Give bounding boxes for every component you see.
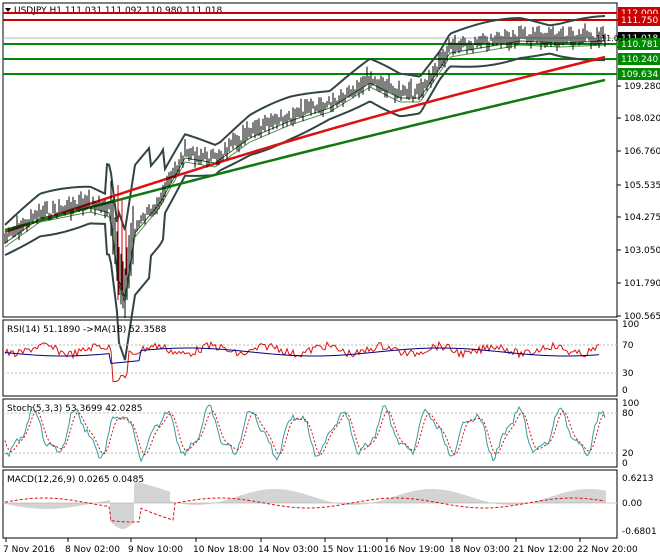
stoch-k-line bbox=[4, 404, 606, 463]
bollinger-upper bbox=[4, 15, 606, 231]
stoch-series bbox=[4, 404, 606, 463]
time-tick-label: 15 Nov 11:00 bbox=[322, 545, 383, 555]
price-series bbox=[4, 15, 606, 361]
time-tick-label: 14 Nov 03:00 bbox=[258, 545, 319, 555]
main-panel[interactable] bbox=[2, 2, 618, 318]
price-tick-label: 104.275 bbox=[624, 213, 660, 223]
time-tick-label: 22 Nov 20:00 bbox=[577, 545, 638, 555]
price-tick-label: 109.280 bbox=[624, 82, 660, 92]
macd-tick-low: -0.6801 bbox=[622, 527, 657, 537]
price-tick-label: 101.790 bbox=[624, 279, 660, 289]
macd-tick-zero: 0.00 bbox=[622, 499, 642, 509]
rsi-ma-line bbox=[4, 347, 600, 364]
price-label-text: 110.240 bbox=[621, 55, 658, 65]
rsi-tick-30: 30 bbox=[622, 369, 634, 379]
price-tick-label: 103.050 bbox=[624, 246, 660, 256]
symbol-header: USDJPY,H1 111.031 111.092 110.980 111.01… bbox=[14, 6, 223, 16]
price-tick-label: 106.760 bbox=[624, 147, 660, 157]
price-tick-label: 100.565 bbox=[624, 312, 660, 322]
time-tick-label: 16 Nov 19:00 bbox=[384, 545, 445, 555]
stoch-d-line bbox=[4, 410, 606, 456]
time-tick-label: 21 Nov 12:00 bbox=[513, 545, 574, 555]
rsi-label: RSI(14) 51.1890 ->MA(18) 52.3588 bbox=[7, 325, 167, 335]
stoch-label: Stoch(5,3,3) 53.3699 42.0285 bbox=[7, 404, 142, 414]
price-tick-label: 108.020 bbox=[624, 114, 660, 124]
time-tick-label: 18 Nov 03:00 bbox=[449, 545, 510, 555]
rsi-line bbox=[4, 340, 600, 383]
rsi-series bbox=[4, 340, 600, 383]
time-tick-label: 10 Nov 18:00 bbox=[193, 545, 254, 555]
stoch-tick-20: 20 bbox=[622, 449, 634, 459]
price-tick-label: 105.535 bbox=[624, 181, 660, 191]
stoch-panel[interactable] bbox=[2, 398, 618, 468]
rsi-panel[interactable] bbox=[2, 319, 618, 397]
rsi-tick-100: 100 bbox=[622, 320, 639, 330]
ma-red bbox=[4, 55, 606, 234]
bollinger-lower bbox=[4, 52, 606, 361]
macd-tick-high: 0.6213 bbox=[622, 474, 654, 484]
time-tick-label: 7 Nov 2016 bbox=[3, 545, 55, 555]
time-tick-label: 9 Nov 10:00 bbox=[128, 545, 183, 555]
price-axis: 111.750110.510109.280108.020106.760105.5… bbox=[596, 7, 660, 322]
price-label-box bbox=[618, 68, 660, 80]
time-axis: 7 Nov 2016 8 Nov 02:00 9 Nov 10:00 10 Nov 1… bbox=[3, 538, 638, 555]
rsi-tick-0: 0 bbox=[622, 386, 628, 396]
price-label-text: 109.634 bbox=[621, 70, 658, 80]
macd-series bbox=[4, 481, 606, 529]
stoch-tick-100: 100 bbox=[622, 399, 639, 409]
stoch-tick-0: 0 bbox=[622, 459, 628, 469]
price-label-text: 110.781 bbox=[621, 40, 658, 50]
macd-label: MACD(12,26,9) 0.0265 0.0485 bbox=[7, 475, 144, 485]
stoch-tick-80: 80 bbox=[622, 409, 634, 419]
time-tick-label: 8 Nov 02:00 bbox=[65, 545, 120, 555]
rsi-tick-70: 70 bbox=[622, 341, 634, 351]
price-label-text: 111.750 bbox=[621, 16, 658, 26]
last-price-annotation: 111.018 bbox=[596, 34, 629, 43]
macd-signal-line bbox=[4, 497, 606, 523]
price-label-box bbox=[618, 14, 660, 26]
price-label-box bbox=[618, 38, 660, 50]
price-label-box bbox=[618, 53, 660, 65]
collapse-triangle-icon[interactable] bbox=[5, 8, 11, 12]
